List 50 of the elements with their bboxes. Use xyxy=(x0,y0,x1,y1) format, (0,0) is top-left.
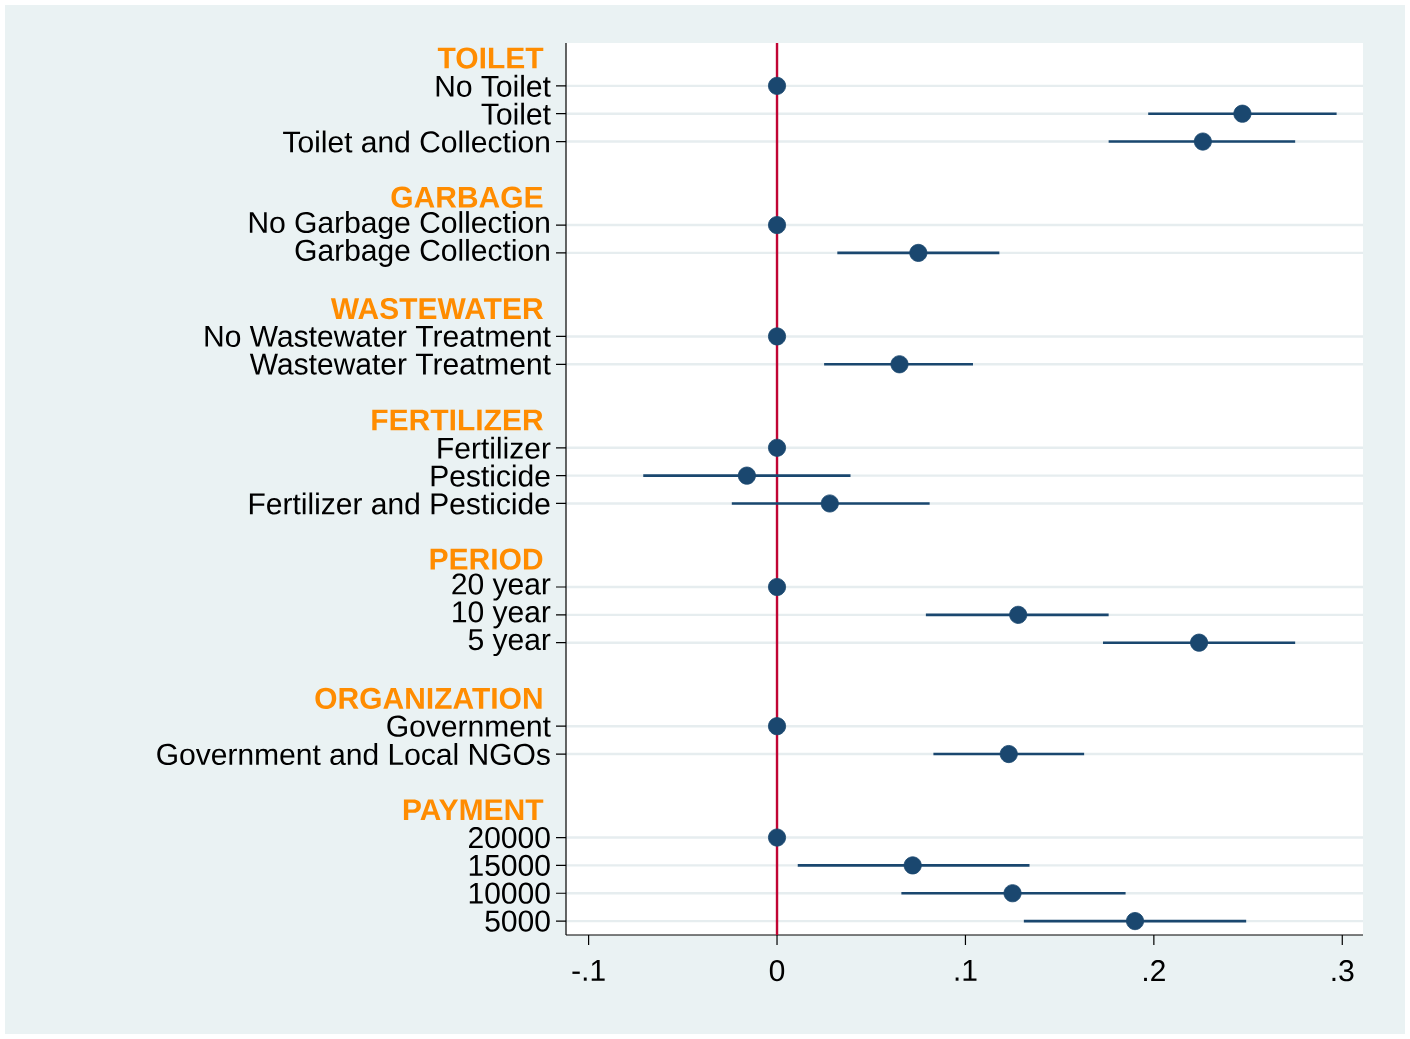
y-tick-label: Fertilizer and Pesticide xyxy=(249,492,550,515)
point xyxy=(737,466,756,485)
y-tick-label: FERTILIZER xyxy=(372,409,544,431)
x-tick-label: .3 xyxy=(1332,960,1354,982)
point xyxy=(1190,633,1209,652)
y-tick-label: Government and Local NGOs xyxy=(157,743,550,766)
point xyxy=(890,355,909,374)
y-tick-label: Wastewater Treatment xyxy=(249,353,551,375)
point xyxy=(999,745,1018,764)
y-tick-label: Fertilizer xyxy=(438,436,551,459)
point xyxy=(1009,605,1028,624)
y-tick-label: 10 year xyxy=(453,601,551,629)
point xyxy=(768,717,787,736)
y-tick-label: ORGANIZATION xyxy=(315,687,542,709)
point xyxy=(1126,912,1145,931)
y-tick-label: Pesticide xyxy=(431,464,550,487)
y-tick-label: TOILET xyxy=(437,47,544,69)
y-tick-label: Toilet xyxy=(481,102,551,125)
point xyxy=(1003,884,1022,903)
y-tick-label: No Wastewater Treatment xyxy=(205,325,551,347)
point xyxy=(768,76,787,95)
y-tick-label: 5 year xyxy=(468,629,551,657)
point xyxy=(820,494,839,513)
y-tick-label: PAYMENT xyxy=(403,799,544,821)
point xyxy=(768,216,787,235)
x-tick-label: 0 xyxy=(769,960,785,982)
point xyxy=(768,577,787,596)
x-tick-label: .2 xyxy=(1144,960,1165,982)
y-tick-label: WASTEWATER xyxy=(330,297,544,320)
x-tick-label: .1 xyxy=(955,960,977,981)
point xyxy=(768,327,787,346)
point xyxy=(903,856,922,875)
point xyxy=(1193,132,1212,151)
point xyxy=(768,438,787,457)
y-tick-label: 15000 xyxy=(469,854,550,877)
point xyxy=(768,828,787,847)
y-tick-label: Government xyxy=(387,715,551,737)
y-tick-label: 10000 xyxy=(469,882,550,904)
y-tick-label: PERIOD xyxy=(430,548,543,570)
y-tick-label: No Garbage Collection xyxy=(249,211,549,240)
y-tick-label: 20 year xyxy=(452,573,551,601)
y-tick-label: GARBAGE xyxy=(391,186,543,208)
point xyxy=(1233,104,1252,123)
x-tick-label: -.1 xyxy=(572,960,605,981)
point xyxy=(909,243,928,262)
y-tick-label: 5000 xyxy=(485,910,550,932)
y-tick-label: Toilet and Collection xyxy=(283,130,549,153)
y-tick-label: Garbage Collection xyxy=(295,238,549,267)
y-tick-label: 20000 xyxy=(469,826,550,849)
y-tick-label: No Toilet xyxy=(436,74,551,97)
